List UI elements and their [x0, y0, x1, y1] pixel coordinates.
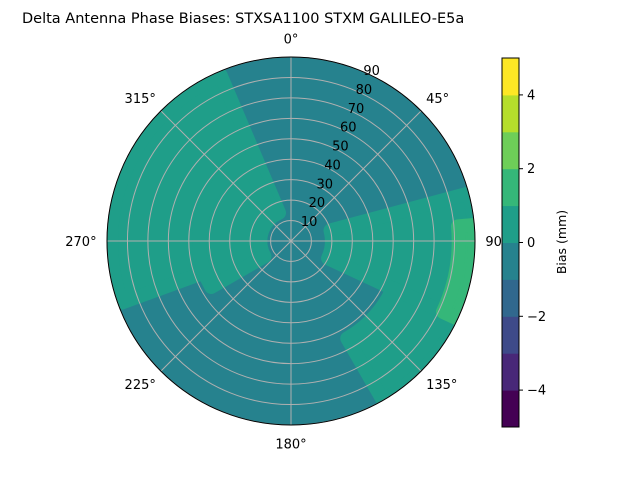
colorbar-band	[502, 58, 519, 96]
polar-grid	[106, 56, 476, 426]
colorbar-bands	[502, 58, 519, 428]
colorbar: −4 −2 0 2 4 Bias (mm)	[501, 57, 569, 428]
colorbar-band	[502, 316, 519, 354]
angular-gridline	[290, 110, 422, 242]
colorbar-tick-label: 2	[527, 162, 535, 177]
chart-title: Delta Antenna Phase Biases: STXSA1100 ST…	[22, 11, 464, 27]
contour-region	[192, 154, 283, 294]
radial-tick-label: 20	[309, 196, 326, 211]
angular-gridline	[290, 240, 422, 372]
theta-tick-label: 315°	[125, 92, 156, 107]
colorbar-band	[502, 131, 519, 170]
colorbar-ticks: −4 −2 0 2 4	[519, 88, 546, 399]
polar-plot-area: 0° 45° 90 135° 180° 225° 270° 315° 10 20 30 40 50 60…	[65, 33, 502, 453]
colorbar-band	[502, 168, 519, 207]
colorbar-band	[502, 205, 519, 243]
radial-tick-label: 60	[340, 121, 357, 136]
theta-tick-label: 270°	[65, 235, 96, 250]
radial-tick-label: 50	[332, 140, 349, 155]
colorbar-band	[502, 242, 519, 280]
colorbar-band	[502, 390, 519, 428]
colorbar-tick-label: −2	[527, 310, 546, 325]
radial-tick-label: 70	[348, 102, 365, 117]
theta-tick-label: 45°	[426, 92, 449, 107]
angular-gridline	[160, 110, 292, 242]
radial-tick-label: 90	[363, 64, 380, 79]
colorbar-tick-label: 0	[527, 236, 535, 251]
theta-tick-label: 180°	[275, 437, 306, 452]
radial-tick-label: 40	[324, 158, 341, 173]
polar-frame	[106, 56, 476, 426]
theta-tick-labels: 0° 45° 90 135° 180° 225° 270° 315°	[65, 33, 502, 453]
radial-tick-label: 80	[356, 83, 373, 98]
radial-tick-label: 10	[301, 215, 318, 230]
colorbar-tick-label: −4	[527, 384, 546, 399]
angular-gridline	[160, 240, 292, 372]
theta-tick-label: 225°	[125, 378, 156, 393]
radial-tick-labels: 10 20 30 40 50 60 70 80 90	[301, 64, 380, 230]
colorbar-tick-label: 4	[527, 88, 535, 103]
colorbar-band	[502, 279, 519, 317]
colorbar-label: Bias (mm)	[554, 210, 569, 274]
theta-tick-label: 0°	[284, 33, 299, 48]
colorbar-band	[502, 353, 519, 391]
theta-tick-label: 90	[485, 235, 502, 250]
radial-tick-label: 30	[316, 177, 333, 192]
theta-tick-label: 135°	[426, 378, 457, 393]
colorbar-band	[502, 94, 519, 133]
